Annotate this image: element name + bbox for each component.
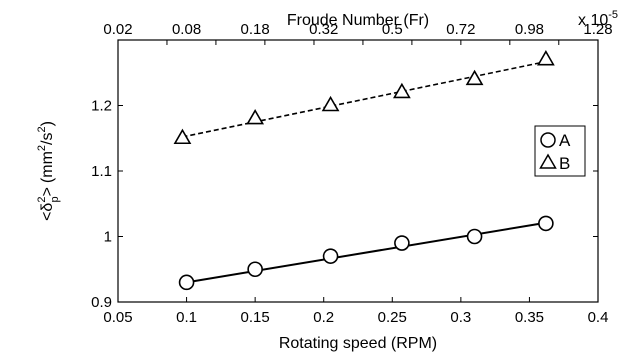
y-tick-label: 1 xyxy=(104,229,112,246)
data-point xyxy=(466,228,483,245)
y-tick-label: 1.1 xyxy=(91,163,112,180)
data-point xyxy=(246,108,265,125)
data-point xyxy=(178,274,195,291)
legend-marker-a xyxy=(540,132,556,148)
data-point xyxy=(394,235,410,251)
legend-label-a: A xyxy=(559,131,571,150)
top-axis-multiplier: x 10-5 xyxy=(578,9,618,29)
top-tick-label: 1.28 xyxy=(583,21,612,38)
data-point xyxy=(322,248,339,264)
y-tick-label: 0.9 xyxy=(91,294,112,311)
data-point xyxy=(393,82,411,99)
x-tick-label: 0.1 xyxy=(176,309,197,326)
top-tick-label: 0.32 xyxy=(309,21,338,38)
data-point xyxy=(465,69,484,86)
x-tick-label: 0.05 xyxy=(103,309,132,326)
top-axis: 0.02 0.08 0.18 0.32 0.5 0.72 0.98 1.28 xyxy=(103,21,613,45)
x-tick-label: 0.3 xyxy=(450,309,471,326)
top-tick-label: 0.18 xyxy=(241,21,270,38)
data-point xyxy=(247,261,263,278)
x-tick-label: 0.2 xyxy=(313,309,334,326)
legend-marker-b xyxy=(539,153,557,169)
top-tick-label: 0.08 xyxy=(172,21,201,38)
data-point xyxy=(321,95,340,112)
plot-area xyxy=(117,39,599,303)
x-tick-label: 0.4 xyxy=(588,309,609,326)
x-tick-label: 0.15 xyxy=(241,309,270,326)
top-tick-label: 0.98 xyxy=(515,21,544,38)
y-tick-label: 1.2 xyxy=(91,98,112,115)
legend-label-b: B xyxy=(559,154,570,173)
y-axis: 0.9 1 1.1 1.2 xyxy=(91,98,598,311)
fit-line-b xyxy=(182,60,547,138)
series-layer xyxy=(173,50,555,291)
top-tick-label: 0.5 xyxy=(382,21,403,38)
legend: A B xyxy=(534,125,586,177)
x-axis-title: Rotating speed (RPM) xyxy=(279,335,437,352)
data-point xyxy=(173,128,192,145)
top-axis-title: Froude Number (Fr) xyxy=(287,12,429,29)
series-b xyxy=(173,50,555,145)
y-axis-title: <δ2p>(mm2/s2) xyxy=(36,121,61,221)
data-point xyxy=(537,50,555,66)
series-a xyxy=(178,215,554,291)
top-tick-label: 0.02 xyxy=(103,21,132,38)
data-point xyxy=(538,215,554,232)
x-tick-label: 0.35 xyxy=(515,309,544,326)
top-tick-label: 0.72 xyxy=(446,21,475,38)
x-tick-label: 0.25 xyxy=(378,309,407,326)
x-axis: 0.05 0.1 0.15 0.2 0.25 0.3 0.35 0.4 xyxy=(103,297,608,326)
fit-line-a xyxy=(186,221,547,284)
